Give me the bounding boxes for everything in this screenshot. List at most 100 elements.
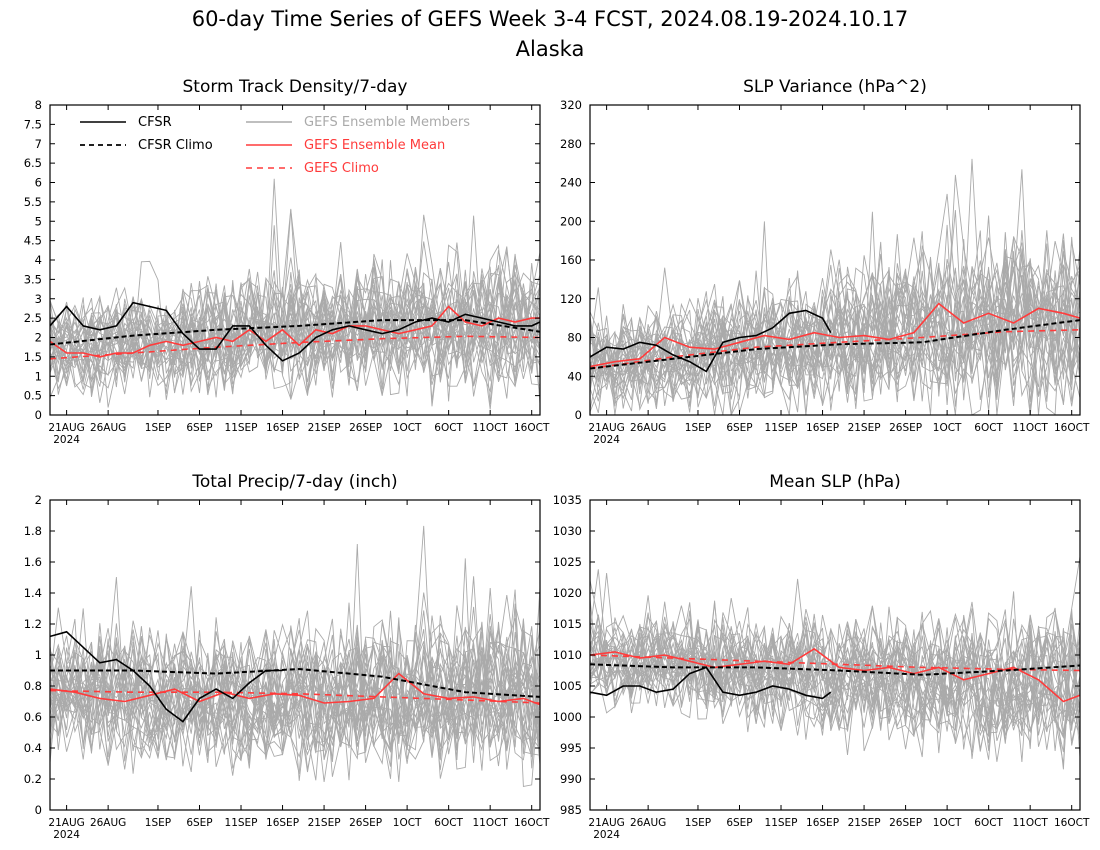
ensemble-member-line <box>50 273 540 398</box>
y-tick-label: 0.8 <box>24 679 42 693</box>
y-tick-label: 3.5 <box>24 272 42 286</box>
ensemble-member-line <box>50 225 540 410</box>
y-tick-label: 80 <box>567 331 582 345</box>
x-tick-year-label: 2024 <box>593 434 620 446</box>
plot-area <box>590 556 1080 770</box>
y-tick-label: 1005 <box>553 679 582 693</box>
panel-storm-track-density: Storm Track Density/7-day 0 0.5 1 1.5 2 2.5 3 3… <box>24 77 550 446</box>
y-tick-label: 1010 <box>553 648 582 662</box>
x-tick-label: 16OCT <box>1054 817 1090 829</box>
y-tick-label: 1.4 <box>24 586 42 600</box>
legend: CFSR CFSR Climo GEFS Ensemble Members GE… <box>80 115 470 176</box>
legend-label-cfsr: CFSR <box>138 115 172 130</box>
ensemble-member-line <box>50 253 540 404</box>
cfsr-line <box>590 666 832 700</box>
x-tick-label: 1OCT <box>933 422 962 434</box>
panel-title: Storm Track Density/7-day <box>183 77 408 97</box>
y-tick-label: 995 <box>560 741 582 755</box>
x-tick-label: 1OCT <box>933 817 962 829</box>
y-tick-label: 1 <box>35 648 42 662</box>
x-tick-label: 11OCT <box>1012 422 1048 434</box>
y-tick-label: 990 <box>560 772 582 786</box>
ensemble-member-line <box>590 600 1080 746</box>
legend-label-gefs-climo: GEFS Climo <box>304 161 379 176</box>
y-tick-label: 1015 <box>553 617 582 631</box>
x-tick-label: 1SEP <box>145 422 171 434</box>
panel-slp-variance: SLP Variance (hPa^2) 0 40 80 120 160 200 240 28… <box>560 77 1090 446</box>
x-tick-label: 26SEP <box>889 422 922 434</box>
y-tick-label: 8 <box>35 98 42 112</box>
x-tick-label: 11SEP <box>225 422 258 434</box>
x-tick-label: 26AUG <box>90 422 126 434</box>
y-tick-label: 7 <box>35 137 42 151</box>
y-tick-label: 7.5 <box>24 117 42 131</box>
y-tick-label: 240 <box>560 176 582 190</box>
x-tick-label: 6SEP <box>726 817 752 829</box>
ensemble-member-line <box>590 602 1080 740</box>
x-tick-label: 16SEP <box>806 817 839 829</box>
ensemble-member-line <box>50 558 540 769</box>
x-tick-label: 1SEP <box>145 817 171 829</box>
x-tick-label: 11OCT <box>1012 817 1048 829</box>
y-tick-label: 200 <box>560 214 582 228</box>
panel-title: SLP Variance (hPa^2) <box>743 77 927 97</box>
y-tick-label: 4 <box>35 253 42 267</box>
x-tick-label: 21AUG <box>48 817 84 829</box>
y-tick-label: 6 <box>35 176 42 190</box>
ensemble-member-line <box>590 211 1080 412</box>
cfsr-line <box>50 630 283 723</box>
panel-mean-slp: Mean SLP (hPa) 985 990 995 1000 1005 1010 1015… <box>553 472 1090 841</box>
x-tick-year-label: 2024 <box>53 829 80 841</box>
y-tick-label: 0 <box>35 803 42 817</box>
x-tick-label: 11SEP <box>765 817 798 829</box>
y-tick-label: 0.5 <box>24 389 42 403</box>
y-tick-label: 40 <box>567 369 582 383</box>
y-tick-label: 0.4 <box>24 741 42 755</box>
plot-area <box>50 525 540 788</box>
ensemble-member-line <box>590 174 1080 410</box>
ensemble-member-line <box>590 242 1080 406</box>
figure-subtitle: Alaska <box>516 37 585 61</box>
x-tick-label: 6OCT <box>434 422 463 434</box>
x-tick-label: 6SEP <box>186 817 212 829</box>
ensemble-member-line <box>590 617 1080 759</box>
x-tick-label: 6OCT <box>974 422 1003 434</box>
y-tick-label: 0.2 <box>24 772 42 786</box>
y-tick-label: 1.8 <box>24 524 42 538</box>
ensemble-member-line <box>590 249 1080 401</box>
y-tick-label: 6.5 <box>24 156 42 170</box>
x-tick-label: 16OCT <box>1054 422 1090 434</box>
x-tick-label: 6OCT <box>974 817 1003 829</box>
ensemble-member-line <box>50 615 540 769</box>
y-tick-label: 1 <box>35 369 42 383</box>
x-tick-label: 21SEP <box>308 422 341 434</box>
y-tick-label: 5 <box>35 214 42 228</box>
ensemble-member-line <box>50 630 540 756</box>
x-tick-label: 1OCT <box>393 817 422 829</box>
panel-title: Total Precip/7-day (inch) <box>191 472 397 492</box>
legend-label-cfsr-climo: CFSR Climo <box>138 138 213 153</box>
x-tick-label: 6OCT <box>434 817 463 829</box>
x-tick-label: 26AUG <box>90 817 126 829</box>
y-tick-label: 3 <box>35 292 42 306</box>
x-tick-label: 21SEP <box>848 422 881 434</box>
y-tick-label: 1000 <box>553 710 582 724</box>
ensemble-member-line <box>590 617 1080 764</box>
x-tick-year-label: 2024 <box>593 829 620 841</box>
y-tick-label: 985 <box>560 803 582 817</box>
y-tick-label: 2.5 <box>24 311 42 325</box>
x-tick-label: 21SEP <box>308 817 341 829</box>
y-tick-label: 1020 <box>553 586 582 600</box>
plot-area <box>50 178 540 410</box>
x-tick-label: 26SEP <box>349 422 382 434</box>
x-tick-label: 26AUG <box>630 817 666 829</box>
x-tick-label: 1SEP <box>685 422 711 434</box>
x-tick-label: 21SEP <box>848 817 881 829</box>
x-tick-label: 21AUG <box>588 817 624 829</box>
y-tick-label: 160 <box>560 253 582 267</box>
ensemble-mean-line <box>590 647 1080 703</box>
cfsr-climo-line <box>50 319 540 346</box>
ensemble-mean-line <box>50 672 540 706</box>
figure-title: 60-day Time Series of GEFS Week 3-4 FCST… <box>192 7 909 31</box>
